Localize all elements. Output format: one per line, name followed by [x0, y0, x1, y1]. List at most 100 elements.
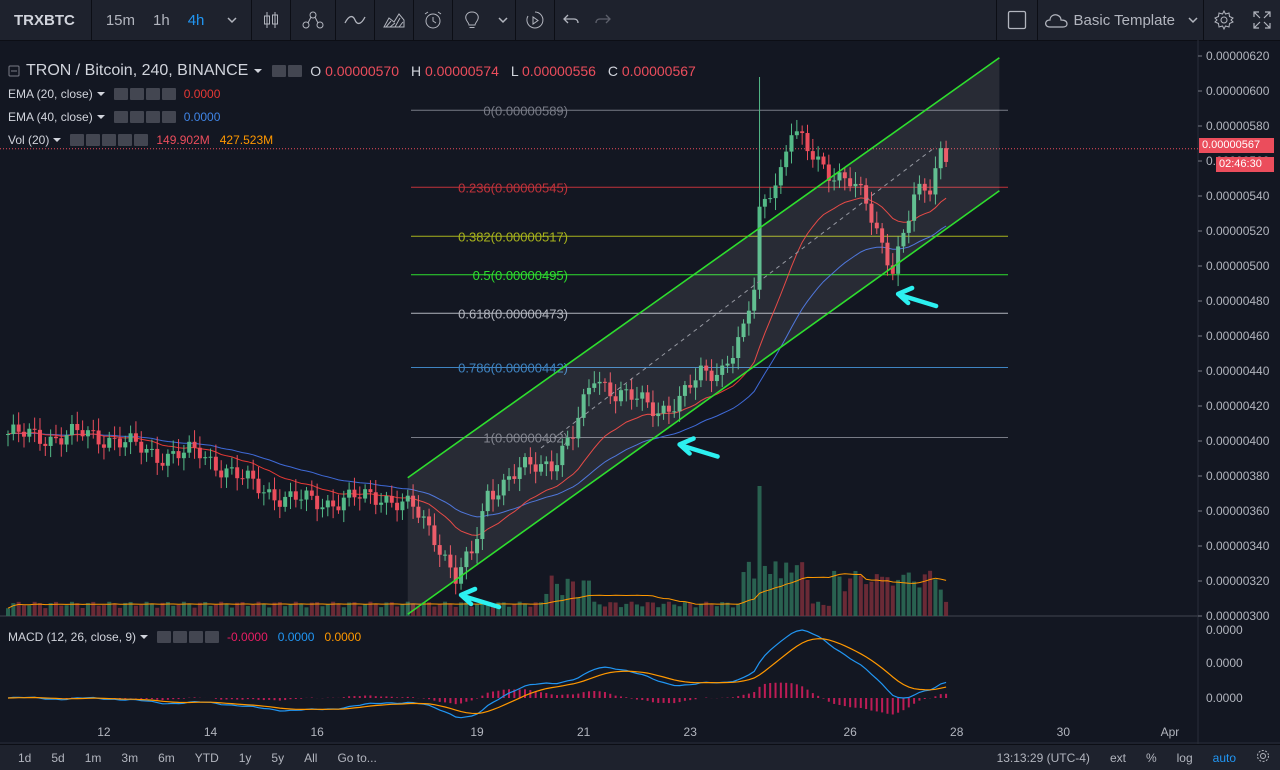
volume-bar — [602, 606, 607, 616]
range-3m[interactable]: 3m — [121, 750, 139, 765]
candle — [203, 451, 208, 466]
alert-button[interactable] — [414, 0, 452, 40]
candle-body — [613, 396, 618, 402]
bottom-toolbar: 1d 5d 1m 3m 6m YTD 1y 5y All Go to... 13… — [0, 744, 1280, 770]
idea-dropdown[interactable] — [491, 0, 515, 40]
volume-bar — [176, 604, 181, 616]
range-1y[interactable]: 1y — [238, 750, 252, 765]
macd-label[interactable]: MACD (12, 26, close, 9) — [8, 630, 137, 644]
settings-icon[interactable] — [118, 134, 133, 146]
candle — [309, 480, 314, 501]
settings-icon[interactable] — [129, 88, 144, 100]
interval-dropdown[interactable] — [213, 0, 251, 40]
candle — [229, 457, 234, 475]
settings-icon[interactable] — [129, 111, 144, 123]
range-6m[interactable]: 6m — [158, 750, 175, 765]
candle-body — [874, 222, 879, 229]
add-icon[interactable] — [189, 631, 204, 643]
fullscreen-button[interactable] — [1244, 0, 1280, 40]
indicators-button[interactable] — [291, 0, 335, 40]
idea-button[interactable] — [453, 0, 491, 40]
range-ytd[interactable]: YTD — [194, 750, 219, 765]
volume-label[interactable]: Vol (20) — [8, 133, 50, 147]
symbol-title[interactable]: TRON / Bitcoin, 240, BINANCE — [26, 62, 249, 79]
goto-button[interactable]: Go to... — [337, 750, 377, 765]
candle — [512, 464, 517, 484]
range-1m[interactable]: 1m — [84, 750, 102, 765]
add-icon[interactable] — [102, 134, 117, 146]
candle-body — [592, 383, 597, 388]
candle — [928, 179, 933, 202]
candle-body — [618, 390, 623, 402]
settings-icon[interactable] — [173, 631, 188, 643]
candle-body — [261, 492, 266, 494]
ema40-label[interactable]: EMA (40, close) — [8, 110, 93, 124]
eye-icon[interactable] — [113, 88, 128, 100]
bar-style-button[interactable] — [375, 0, 413, 40]
eye-icon[interactable] — [70, 134, 85, 146]
candle — [80, 420, 85, 441]
close-icon[interactable] — [134, 134, 149, 146]
candle — [491, 479, 496, 512]
undo-button[interactable] — [555, 0, 587, 40]
collapse-legend-icon[interactable] — [8, 65, 20, 77]
price-tick-label: 0.00000460 — [1206, 329, 1270, 343]
interval-15m[interactable]: 15m — [105, 11, 136, 29]
volume-bar — [661, 603, 666, 616]
candle-body — [469, 551, 474, 554]
eye-icon[interactable] — [113, 111, 128, 123]
interval-4h[interactable]: 4h — [187, 11, 205, 29]
settings-button[interactable] — [1204, 0, 1244, 40]
candle-body — [85, 430, 90, 437]
template-button[interactable]: Basic Template — [1073, 11, 1175, 29]
chevron-down-icon[interactable] — [96, 113, 106, 121]
add-icon[interactable] — [145, 111, 160, 123]
candle-body — [933, 168, 938, 195]
volume-bar — [896, 579, 901, 616]
chart-settings-button[interactable] — [1246, 749, 1280, 766]
compare-button[interactable] — [336, 0, 374, 40]
symbol-search[interactable]: TRXBTC — [14, 11, 75, 29]
toolbar-divider — [251, 0, 253, 40]
percent-button[interactable]: % — [1145, 750, 1157, 765]
template-dropdown[interactable] — [1183, 0, 1203, 40]
chevron-down-icon[interactable] — [252, 66, 264, 76]
volume-bar — [720, 602, 725, 616]
candle-body — [677, 395, 682, 412]
candle-body — [853, 183, 858, 187]
volume-bar — [890, 585, 895, 616]
eye-icon[interactable] — [272, 65, 287, 77]
interval-1h[interactable]: 1h — [153, 11, 170, 29]
candle — [666, 396, 671, 424]
chevron-down-icon[interactable] — [139, 633, 149, 641]
candles-button[interactable] — [252, 0, 290, 40]
ema20-label[interactable]: EMA (20, close) — [8, 87, 93, 101]
volume-bar — [688, 602, 693, 616]
ext-button[interactable]: ext — [1109, 750, 1126, 765]
log-button[interactable]: log — [1176, 750, 1193, 765]
candle — [528, 447, 533, 474]
volume-bar — [421, 602, 426, 616]
close-icon[interactable] — [205, 631, 220, 643]
eye-icon[interactable] — [157, 631, 172, 643]
settings-icon[interactable] — [288, 65, 303, 77]
range-1d[interactable]: 1d — [18, 750, 32, 765]
close-icon[interactable] — [161, 88, 176, 100]
chevron-down-icon[interactable] — [96, 90, 106, 98]
candle — [773, 173, 778, 211]
range-all[interactable]: All — [304, 750, 318, 765]
range-5y[interactable]: 5y — [271, 750, 285, 765]
clock[interactable]: 13:13:29 (UTC-4) — [996, 750, 1090, 765]
settings-icon[interactable] — [86, 134, 101, 146]
volume-bar — [885, 577, 890, 616]
redo-button[interactable] — [587, 0, 619, 40]
replay-button[interactable] — [516, 0, 554, 40]
auto-button[interactable]: auto — [1212, 750, 1236, 765]
add-icon[interactable] — [145, 88, 160, 100]
chevron-down-icon[interactable] — [52, 136, 62, 144]
chart-area[interactable]: 0(0.00000589) 0.236(0.00000545) 0.382(0.00… — [0, 40, 1280, 744]
candle-body — [752, 289, 757, 311]
close-icon[interactable] — [161, 111, 176, 123]
range-5d[interactable]: 5d — [51, 750, 65, 765]
layout-button[interactable] — [997, 0, 1037, 40]
